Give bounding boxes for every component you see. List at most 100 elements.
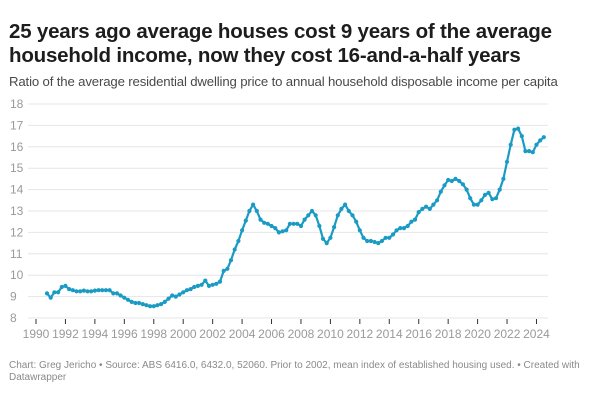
x-tick-label: 2008 [288, 327, 315, 341]
data-point [479, 198, 484, 203]
data-point [114, 291, 120, 296]
data-point [416, 210, 421, 215]
data-point [383, 235, 388, 240]
data-point [217, 279, 223, 284]
data-point [48, 295, 53, 300]
data-point [188, 287, 193, 292]
y-tick-label: 12 [10, 225, 24, 239]
data-point [295, 221, 300, 226]
data-point [155, 303, 160, 308]
data-point [89, 289, 94, 294]
data-point [512, 127, 517, 132]
data-point [81, 288, 86, 293]
data-point [534, 142, 539, 147]
data-point [151, 304, 156, 309]
data-point [501, 176, 506, 181]
series-points [44, 126, 546, 309]
x-tick-label: 2014 [376, 327, 403, 341]
data-point [306, 213, 311, 218]
data-point [387, 235, 392, 240]
data-point [251, 202, 256, 207]
data-point [287, 221, 292, 226]
data-point [247, 208, 252, 214]
data-point [508, 142, 513, 147]
chart-title: 25 years ago average houses cost 9 years… [9, 20, 552, 67]
data-point [453, 176, 458, 181]
data-point [446, 177, 451, 183]
y-tick-label: 15 [10, 161, 24, 175]
chart-footer-credits: Chart: Greg Jericho • Source: ABS 6416.0… [9, 360, 580, 383]
data-point [335, 213, 340, 218]
data-point [122, 295, 127, 300]
chart-subtitle: Ratio of the average residential dwellin… [9, 74, 558, 89]
y-tick-label: 13 [10, 204, 24, 218]
data-point [221, 268, 226, 273]
data-point [460, 182, 465, 187]
data-point [317, 223, 322, 229]
data-point [70, 288, 75, 293]
data-point [59, 284, 64, 290]
x-tick-label: 1998 [140, 327, 167, 341]
data-point [523, 149, 528, 154]
data-point [313, 213, 318, 218]
data-point [125, 297, 131, 302]
data-point [262, 220, 267, 225]
data-point [435, 198, 440, 203]
data-point [291, 221, 296, 226]
data-point [427, 206, 432, 211]
x-tick-label: 2022 [494, 327, 521, 341]
data-point [228, 258, 234, 263]
data-point [361, 235, 366, 240]
data-point [490, 197, 495, 202]
data-point [240, 228, 245, 233]
y-tick-label: 16 [10, 140, 24, 154]
data-point [243, 218, 248, 223]
data-point [195, 283, 200, 288]
data-point [284, 228, 289, 233]
data-point [225, 266, 230, 271]
data-point [328, 235, 333, 240]
data-point [159, 302, 164, 307]
x-axis: 1990 1992 1994 1996 1998 2000 2002 2004 2006 2008… [23, 317, 550, 341]
data-point [166, 296, 171, 301]
data-point [214, 281, 219, 286]
data-point [424, 204, 429, 209]
x-tick-label: 2012 [346, 327, 373, 341]
data-point [118, 293, 123, 298]
data-point [181, 290, 186, 295]
data-point [210, 282, 215, 287]
data-point [405, 223, 410, 229]
data-point [140, 302, 145, 307]
series-line [46, 127, 545, 308]
data-point [497, 187, 502, 192]
x-tick-label: 2016 [405, 327, 432, 341]
data-point [265, 221, 270, 226]
data-point [133, 300, 138, 306]
data-point [107, 288, 112, 293]
series-line-layer [46, 127, 545, 308]
data-point [365, 238, 370, 244]
data-point [103, 288, 108, 293]
data-point [471, 202, 476, 207]
data-point [350, 213, 355, 218]
data-point [538, 138, 543, 143]
y-axis-tick-labels: 8 9 10 11 12 13 14 15 16 17 18 [10, 97, 24, 325]
x-tick-label: 2020 [464, 327, 491, 341]
data-point [438, 189, 443, 194]
data-point [482, 192, 488, 197]
data-point [493, 196, 499, 201]
x-tick-label: 2004 [229, 327, 256, 341]
data-point [85, 289, 90, 294]
data-point [56, 290, 61, 295]
data-point [63, 283, 68, 288]
data-point [136, 300, 142, 306]
data-point [129, 299, 134, 304]
data-point [254, 208, 259, 214]
data-point [199, 282, 204, 287]
data-point [394, 228, 399, 233]
data-point [449, 178, 454, 184]
data-point [475, 202, 480, 207]
x-tick-label: 2024 [523, 327, 550, 341]
data-point [206, 283, 212, 288]
